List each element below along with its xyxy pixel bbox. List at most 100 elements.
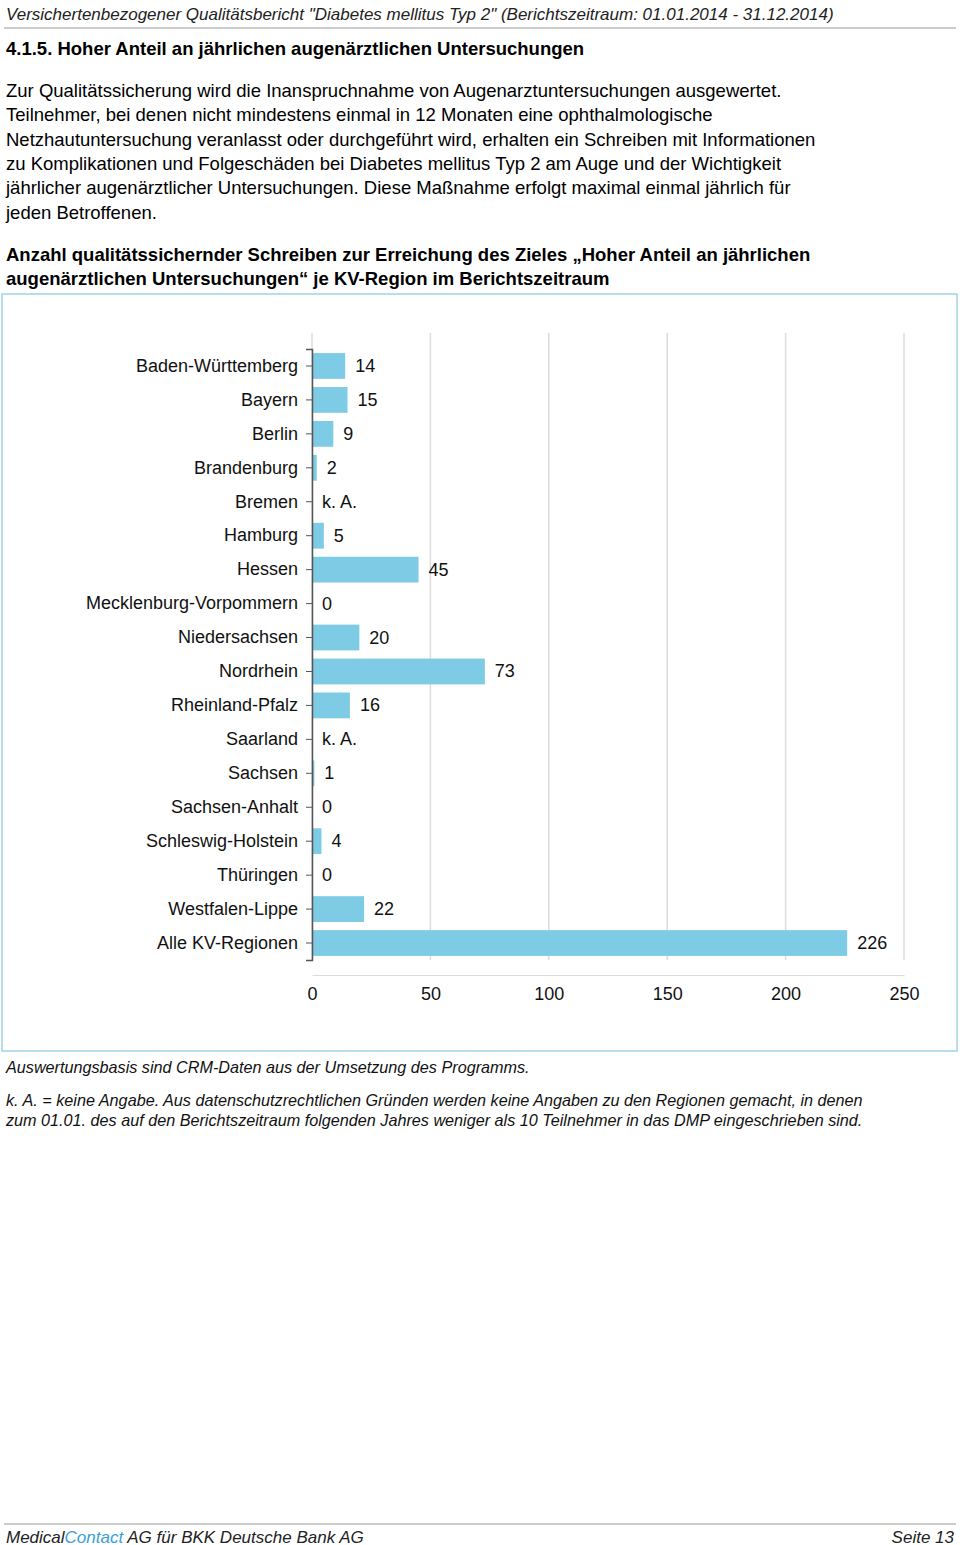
chart-title: Anzahl qualitätssichernder Schreiben zur… (6, 244, 810, 265)
bar (312, 523, 324, 549)
bars (312, 353, 847, 956)
category-label: Niedersachsen (178, 627, 298, 647)
category-label: Alle KV-Regionen (157, 933, 298, 953)
data-label: 4 (331, 831, 341, 851)
bar (312, 625, 359, 651)
category-label: Brandenburg (194, 458, 298, 478)
tick: 250 (889, 975, 919, 1004)
data-label: 2 (327, 458, 337, 478)
grid-line (785, 333, 787, 960)
footer-part: Medical (6, 1528, 66, 1545)
page-header: Versichertenbezogener Qualitätsbericht "… (6, 5, 834, 24)
category-label: Saarland (226, 729, 298, 749)
tick: 50 (421, 975, 441, 1004)
data-label: 0 (322, 865, 332, 885)
tick: Bremen (235, 492, 312, 512)
intro-text: jährlicher augenärztlicher Untersuchunge… (5, 177, 791, 198)
tick: Thüringen (217, 865, 312, 885)
section-title: 4.1.5. Hoher Anteil an jährlichen augenä… (6, 38, 584, 59)
grid-line (666, 333, 668, 960)
data-label: 15 (358, 390, 378, 410)
tick-mark (306, 603, 312, 604)
tick-label: 150 (653, 984, 683, 1004)
bar (312, 693, 350, 719)
data-label: 226 (857, 933, 887, 953)
tick-mark (306, 433, 312, 434)
tick: Saarland (226, 729, 312, 749)
tick-mark (306, 875, 312, 876)
tick-label: 0 (307, 984, 317, 1004)
intro-text: zu Komplikationen und Folgeschäden bei D… (6, 153, 781, 174)
tick-mark (306, 943, 312, 944)
page: Versichertenbezogener Qualitätsbericht "… (0, 0, 960, 1545)
tick-label: 250 (889, 984, 919, 1004)
footnote: k. A. = keine Angabe. Aus datenschutzrec… (6, 1091, 863, 1109)
tick-label: 200 (771, 984, 801, 1004)
intro-text: Teilnehmer, bei denen nicht mindestens e… (6, 104, 713, 125)
category-label: Mecklenburg-Vorpommern (86, 593, 298, 613)
tick: 150 (653, 975, 683, 1004)
tick: Baden-Württemberg (136, 356, 312, 376)
tick: 200 (771, 975, 801, 1004)
tick-mark (306, 365, 312, 366)
footnote: Auswertungsbasis sind CRM-Daten aus der … (5, 1058, 530, 1076)
footer-part: AG für BKK Deutsche Bank AG (123, 1528, 364, 1545)
data-label: 5 (334, 526, 344, 546)
tick-mark (306, 671, 312, 672)
tick-mark (306, 399, 312, 400)
tick: Berlin (252, 424, 312, 444)
axis-line (306, 350, 313, 961)
tick-label: 50 (421, 984, 441, 1004)
category-label: Sachsen (228, 763, 298, 783)
bar (312, 387, 348, 413)
y-axis: Baden-Württemberg Bayern Berlin Brandenburg… (86, 350, 313, 961)
category-label: Berlin (252, 424, 298, 444)
category-label: Bayern (241, 390, 298, 410)
data-labels: 141592k. A.5450207316k. A.104022226 (322, 356, 887, 953)
category-label: Rheinland-Pfalz (171, 695, 298, 715)
footer-left: MedicalContact AG für BKK Deutsche Bank … (6, 1528, 364, 1545)
data-label: 20 (369, 628, 389, 648)
tick: Hessen (237, 559, 312, 579)
intro-text: Zur Qualitätssicherung wird die Inanspru… (6, 80, 781, 101)
tick: 100 (534, 975, 564, 1004)
footer-rule (4, 1524, 956, 1525)
tick: Niedersachsen (178, 627, 312, 647)
header-rule (4, 28, 956, 29)
tick: Alle KV-Regionen (157, 933, 312, 953)
chart-title: augenärztlichen Untersuchungen“ je KV-Re… (6, 268, 609, 289)
footnote: zum 01.01. des auf den Berichtszeitraum … (5, 1111, 862, 1129)
tick-mark (306, 637, 312, 638)
tick-mark (306, 909, 312, 910)
tick-mark (306, 773, 312, 774)
tick-mark (306, 569, 312, 570)
tick: Mecklenburg-Vorpommern (86, 593, 312, 613)
bar (312, 557, 419, 583)
page-number: Seite 13 (892, 1528, 955, 1545)
tick: Westfalen-Lippe (168, 899, 312, 919)
tick: Nordrhein (219, 661, 312, 681)
tick-mark (306, 807, 312, 808)
grid-line (548, 333, 550, 960)
category-label: Bremen (235, 492, 298, 512)
bar (312, 930, 847, 956)
tick: Sachsen-Anhalt (171, 797, 312, 817)
tick: Brandenburg (194, 458, 312, 478)
data-label: 14 (355, 356, 375, 376)
tick-mark (306, 467, 312, 468)
intro-text: jeden Betroffenen. (5, 202, 157, 223)
bar (312, 828, 321, 854)
x-axis: 0 50 100 150 200 250 (307, 975, 919, 1004)
tick-mark (306, 739, 312, 740)
category-label: Nordrhein (219, 661, 298, 681)
tick-mark (306, 705, 312, 706)
tick-mark (306, 535, 312, 536)
data-label: k. A. (322, 492, 357, 512)
category-label: Schleswig-Holstein (146, 831, 298, 851)
data-label: 22 (374, 899, 394, 919)
data-label: 0 (322, 594, 332, 614)
tick: 0 (307, 975, 317, 1004)
data-label: 16 (360, 695, 380, 715)
axis-line (313, 975, 905, 976)
data-label: 9 (343, 424, 353, 444)
